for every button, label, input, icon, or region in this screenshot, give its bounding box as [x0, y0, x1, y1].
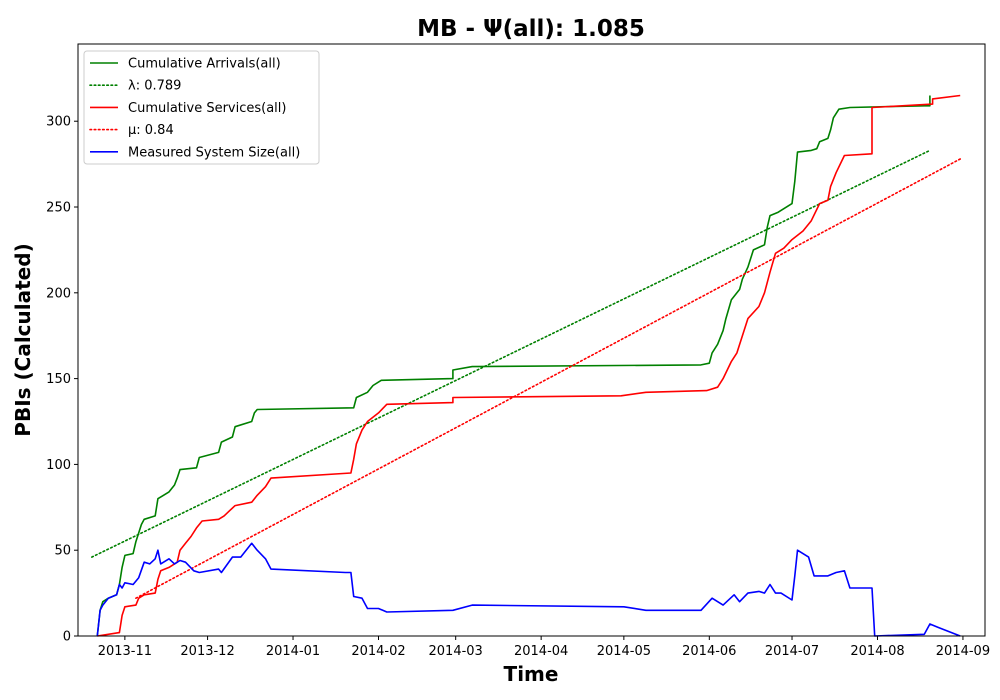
y-tick-label: 50	[54, 544, 71, 559]
legend: Cumulative Arrivals(all) λ: 0.789 Cumulati…	[83, 50, 320, 165]
series-line-1	[91, 149, 931, 558]
y-tick-label: 300	[46, 115, 71, 130]
x-axis: 2013-11 2013-12 2014-01 2014-02 2014-03 2014-…	[98, 636, 990, 659]
x-tick-label: 2013-11	[98, 644, 152, 659]
x-tick-label: 2014-04	[514, 644, 568, 659]
y-axis-label: PBIs (Calculated)	[11, 243, 35, 436]
y-tick-label: 150	[46, 372, 71, 387]
x-tick-label: 2014-08	[850, 644, 904, 659]
plot-series	[91, 94, 961, 637]
x-tick-label: 2014-03	[429, 644, 483, 659]
x-tick-label: 2014-06	[682, 644, 736, 659]
x-tick-label: 2014-07	[765, 644, 819, 659]
x-tick-label: 2014-05	[597, 644, 651, 659]
series-line-0	[96, 95, 931, 637]
y-axis: 0 50 100 150 200 250 300	[46, 115, 78, 645]
y-tick-label: 0	[63, 630, 71, 645]
x-tick-label: 2014-02	[351, 644, 405, 659]
legend-label-4: Measured System Size(all)	[128, 145, 300, 160]
y-tick-label: 100	[46, 458, 71, 473]
chart-title: MB - Ψ(all): 1.085	[417, 16, 645, 42]
x-tick-label: 2013-12	[180, 644, 234, 659]
series-line-2	[97, 94, 961, 637]
legend-label-2: Cumulative Services(all)	[128, 101, 286, 116]
x-axis-label: Time	[504, 662, 559, 686]
legend-label-1: λ: 0.789	[128, 79, 181, 94]
series-line-3	[135, 158, 961, 599]
plot-frame	[77, 43, 986, 637]
y-tick-label: 250	[46, 201, 71, 216]
legend-box	[83, 50, 320, 165]
series-line-4	[96, 542, 961, 637]
x-tick-label: 2014-01	[266, 644, 320, 659]
legend-label-3: μ: 0.84	[128, 123, 174, 138]
x-tick-label: 2014-09	[936, 644, 990, 659]
y-tick-label: 200	[46, 286, 71, 301]
legend-label-0: Cumulative Arrivals(all)	[128, 57, 281, 72]
